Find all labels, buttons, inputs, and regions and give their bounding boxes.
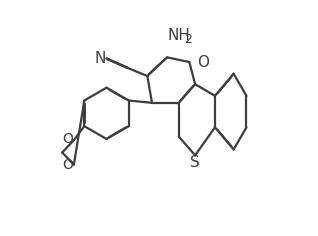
Text: O: O xyxy=(63,132,73,146)
Text: N: N xyxy=(94,51,106,66)
Text: O: O xyxy=(63,158,73,172)
Text: O: O xyxy=(197,55,209,70)
Text: 2: 2 xyxy=(184,33,192,46)
Text: NH: NH xyxy=(167,28,190,43)
Text: S: S xyxy=(190,155,200,170)
